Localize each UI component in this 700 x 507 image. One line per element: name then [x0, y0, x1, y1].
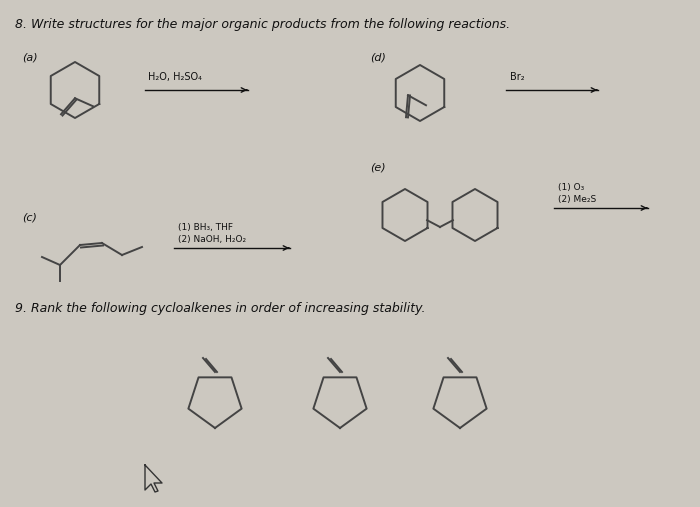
Text: 8. Write structures for the major organic products from the following reactions.: 8. Write structures for the major organi… — [15, 18, 510, 31]
Text: Br₂: Br₂ — [510, 72, 524, 82]
Text: (d): (d) — [370, 52, 386, 62]
Text: (a): (a) — [22, 52, 38, 62]
Text: (1) BH₃, THF: (1) BH₃, THF — [178, 223, 233, 232]
Text: (1) O₃: (1) O₃ — [558, 183, 584, 192]
Text: (e): (e) — [370, 162, 386, 172]
Text: H₂O, H₂SO₄: H₂O, H₂SO₄ — [148, 72, 202, 82]
Text: (2) Me₂S: (2) Me₂S — [558, 195, 596, 204]
Text: (2) NaOH, H₂O₂: (2) NaOH, H₂O₂ — [178, 235, 246, 244]
Text: (c): (c) — [22, 212, 37, 222]
Text: 9. Rank the following cycloalkenes in order of increasing stability.: 9. Rank the following cycloalkenes in or… — [15, 302, 426, 315]
